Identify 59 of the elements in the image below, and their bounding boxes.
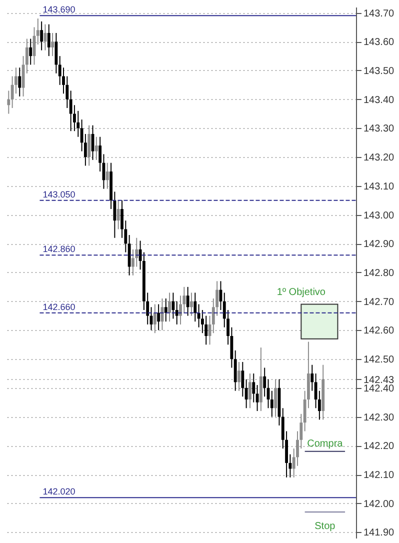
candlestick [106,162,109,190]
candlestick [153,304,156,334]
y-tick-label: 143.20 [364,152,395,164]
ref-line-label: 142.660 [42,302,76,312]
candlestick [7,90,10,114]
y-tick-label: 142.60 [364,326,395,337]
candlestick [186,286,190,316]
candlestick [51,32,54,57]
ref-line-label: Stop [314,521,336,532]
ref-line-label: 143.050 [42,189,76,200]
y-tick-label: 142.20 [364,441,395,452]
y-tick-label: 142.50 [364,354,395,366]
candlestick [172,292,175,320]
y-tick-label: 142.43 [364,374,395,386]
candlestick [190,292,193,316]
candlestick [274,378,278,418]
candlestick [234,350,237,392]
y-tick-label: 143.10 [364,181,395,192]
y-tick-label: 143.30 [364,124,395,135]
y-tick-label: 143.50 [364,66,395,77]
candlestick [241,361,244,398]
ref-line-label: 142.020 [42,486,76,497]
y-tick-label: 143.70 [364,8,395,20]
y-tick-label: 143.00 [364,210,395,222]
candlestick [194,292,197,322]
ref-line-label: 142.860 [42,244,76,254]
y-tick-label: 141.90 [364,528,395,539]
candlestick [244,378,248,409]
candlestick [54,32,58,74]
candlestick [47,24,50,57]
candlestick [238,361,240,392]
candlestick [29,38,32,66]
candlestick [157,304,160,331]
candlestick [175,300,178,325]
candlestick [69,90,72,132]
candlestick [164,298,168,322]
candlestick [88,124,91,166]
candlestick [94,136,98,160]
ref-line-label: 143.690 [42,4,76,15]
y-tick-label: 142.90 [364,239,395,250]
candlestick [18,67,22,97]
candlestick [40,20,44,51]
y-tick-label: 143.40 [364,94,395,106]
y-tick-label: 142.70 [364,296,395,308]
y-tick-label: 142.10 [364,470,395,482]
y-tick-label: 142.40 [364,383,395,394]
candlestick [116,200,120,230]
ref-line-label: Compra [307,438,344,450]
candlestick [168,292,171,322]
y-tick-label: 142.80 [364,268,395,279]
y-tick-label: 142.00 [364,498,395,510]
candlestick [263,367,266,398]
candlestick [248,373,252,409]
candlestick [128,234,131,276]
candlestick [310,364,314,392]
candlestick [252,373,256,403]
band-label: 1º Objetivo [276,287,326,298]
y-tick-label: 143.60 [364,37,395,48]
y-tick-label: 142.30 [364,412,395,424]
